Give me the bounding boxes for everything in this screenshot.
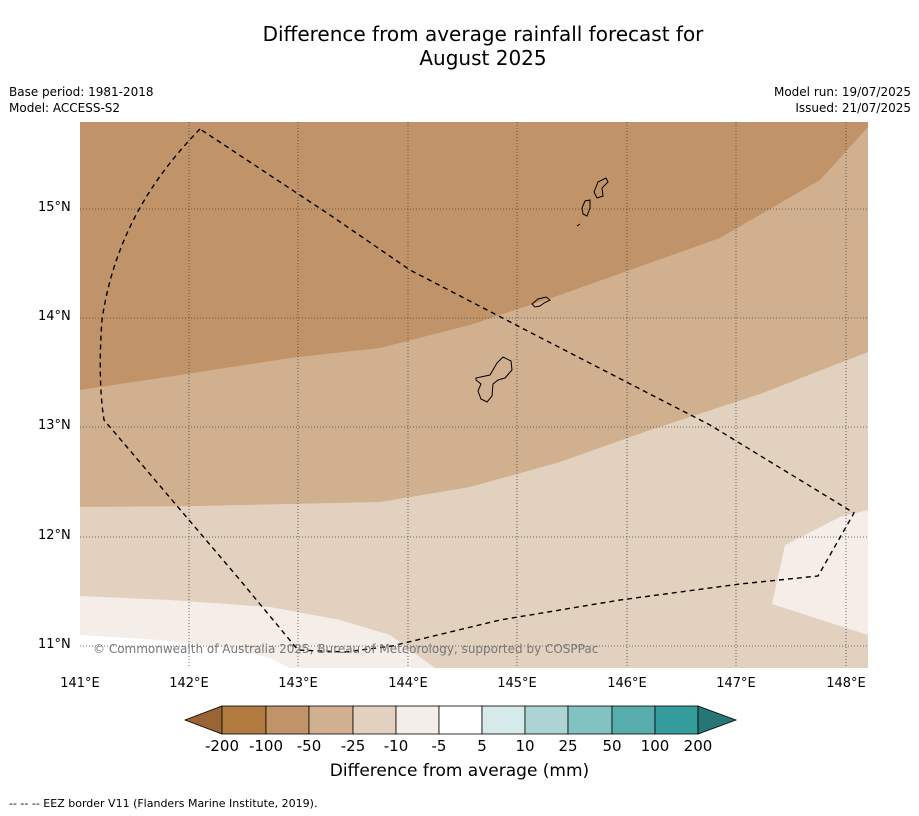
eez-border	[99, 128, 855, 653]
graticule	[80, 122, 868, 668]
lat-label-14n: 14°N	[38, 309, 71, 324]
colorbar-label: -25	[340, 737, 366, 755]
islands	[475, 177, 609, 403]
colorbar-label: 50	[602, 737, 622, 755]
title-line-1: Difference from average rainfall forecas…	[262, 22, 704, 46]
meta-right: Model run: 19/07/2025 Issued: 21/07/2025	[774, 84, 911, 116]
colorbar-label: 5	[477, 737, 487, 755]
band-plus-5-10	[80, 635, 290, 668]
island-aguijan	[576, 223, 581, 227]
colorbar-swatch-9	[567, 705, 613, 735]
colorbar	[183, 705, 738, 735]
colorbar-label: -50	[296, 737, 322, 755]
lat-label-11n: 11°N	[38, 637, 71, 652]
colorbar-lower-extension	[183, 705, 223, 735]
colorbar-label: -10	[383, 737, 409, 755]
lon-label-145e: 145°E	[497, 676, 537, 691]
lat-label-13n: 13°N	[38, 418, 71, 433]
lon-label-147e: 147°E	[716, 676, 756, 691]
model-name: Model: ACCESS-S2	[9, 101, 121, 115]
meta-left: Base period: 1981-2018 Model: ACCESS-S2	[9, 84, 154, 116]
colorbar-swatch-5	[395, 705, 440, 735]
colorbar-swatch-1	[221, 705, 267, 735]
eez-footnote: -- -- -- EEZ border V11 (Flanders Marine…	[9, 797, 318, 810]
colorbar-label: 200	[683, 737, 713, 755]
island-saipan	[593, 177, 609, 199]
lon-label-144e: 144°E	[388, 676, 428, 691]
colorbar-label: -200	[204, 737, 240, 755]
colorbar-swatch-11	[654, 705, 699, 735]
colorbar-label: -100	[248, 737, 284, 755]
colorbar-swatch-4	[352, 705, 397, 735]
colorbar-swatch-2	[265, 705, 310, 735]
island-tinian	[581, 199, 591, 217]
model-run: Model run: 19/07/2025	[773, 85, 911, 99]
band-minus-5-10-east	[772, 510, 868, 635]
colorbar-swatch-10	[611, 705, 656, 735]
lat-label-12n: 12°N	[38, 528, 71, 543]
colorbar-swatch-6	[438, 705, 483, 735]
colorbar-label: -5	[431, 737, 447, 755]
rainfall-field	[80, 122, 868, 668]
band-minus-10-25	[80, 352, 868, 668]
lon-label-148e: 148°E	[826, 676, 866, 691]
title-line-2: August 2025	[419, 46, 547, 70]
copyright-notice: © Commonwealth of Australia 2025, Bureau…	[93, 642, 599, 656]
colorbar-label: 25	[558, 737, 578, 755]
colorbar-swatch-8	[524, 705, 569, 735]
colorbar-title: Difference from average (mm)	[329, 761, 590, 781]
colorbar-upper-extension	[697, 705, 738, 735]
issued-date: Issued: 21/07/2025	[795, 101, 911, 115]
lon-label-142e: 142°E	[169, 676, 209, 691]
colorbar-swatch-3	[308, 705, 354, 735]
island-guam	[475, 356, 513, 403]
lon-label-141e: 141°E	[60, 676, 100, 691]
colorbar-label: 10	[515, 737, 535, 755]
colorbar-swatch-7	[481, 705, 526, 735]
lat-label-15n: 15°N	[38, 200, 71, 215]
colorbar-label: 100	[640, 737, 670, 755]
lon-label-143e: 143°E	[278, 676, 318, 691]
map-title: Difference from average rainfall forecas…	[0, 22, 919, 70]
base-period: Base period: 1981-2018	[9, 85, 154, 99]
lon-label-146e: 146°E	[607, 676, 647, 691]
island-rota	[531, 296, 551, 308]
